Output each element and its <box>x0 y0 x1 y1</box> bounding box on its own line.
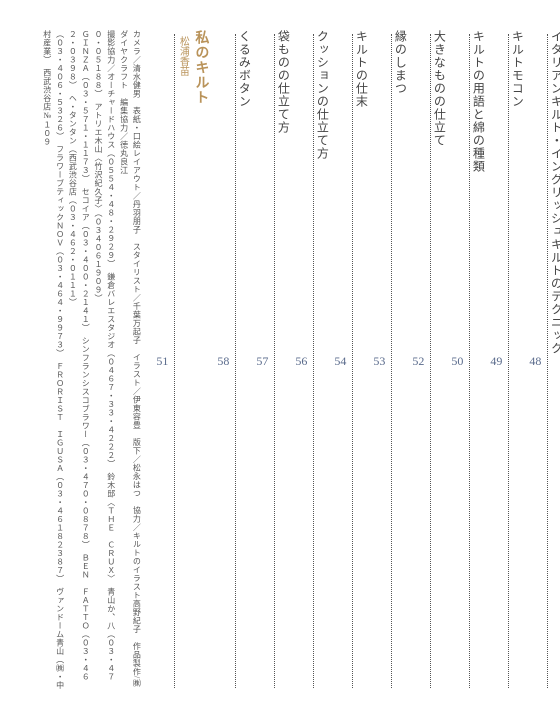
toc-entry: 袋ものの仕立て方 57 <box>256 30 292 692</box>
page-number: 58 <box>217 354 229 369</box>
page-number: 57 <box>256 354 268 369</box>
page-number: 52 <box>412 354 424 369</box>
credit-line: カメラ／清水健男 表紙・口絵レイアウト／丹羽朋子 スタイリスト／千葉万起子 イラ… <box>120 30 142 687</box>
toc-entry: 縁のしまつ 53 <box>373 30 409 692</box>
credit-line: 撮影協力／オーチャードハウス（０５５４・４８・２９２９） 鎌倉バレエスタジオ（０… <box>94 30 116 681</box>
credit-line: （０３・４０６・５３２６） フラワーブティックＮＯＶ（０３・４６４・９９７３） … <box>43 30 65 690</box>
toc-entry: 大きなものの仕立て 52 <box>412 30 448 692</box>
toc-entry: キルトモコン 49 <box>490 30 526 692</box>
entry-label: クッションの仕立て方 <box>314 30 331 692</box>
credit-line: ＧＩＮＺＡ（０３・５７１・１１７３） セコイア（０３・４００・２１４１） シンフ… <box>68 30 90 681</box>
entry-label: キルトの用語と綿の種類 <box>470 30 487 692</box>
toc-subsection: 私のキルト松浦香苗 51 <box>156 30 210 692</box>
entry-label: 大きなものの仕立て <box>431 30 448 692</box>
entry-label: くるみボタン <box>236 30 253 692</box>
table-of-contents: 目次メルヘンキルト3パッチワーク＆アップリケキルト14トラディショナルキルト34… <box>150 30 560 692</box>
subsection-label: 私のキルト <box>190 30 210 692</box>
page-number: 49 <box>490 354 502 369</box>
page-number: 51 <box>156 354 168 369</box>
entry-label: イタリアンキルト・イングリッシュキルトのテクニック <box>548 30 560 692</box>
toc-entry: キルトの用語と綿の種類 50 <box>451 30 487 692</box>
entry-label: キルトの仕末 <box>353 30 370 692</box>
page-number: 48 <box>529 354 541 369</box>
credits-block: カメラ／清水健男 表紙・口絵レイアウト／丹羽朋子 スタイリスト／千葉万起子 イラ… <box>40 30 142 692</box>
toc-entry: イタリアンキルト・イングリッシュキルトのテクニック 48 <box>529 30 560 692</box>
page-number: 50 <box>451 354 463 369</box>
subsection-author: 松浦香苗 <box>175 36 190 692</box>
entry-label: 縁のしまつ <box>392 30 409 692</box>
page-number: 56 <box>295 354 307 369</box>
page-number: 53 <box>373 354 385 369</box>
toc-entry: キルトの仕末 54 <box>334 30 370 692</box>
toc-entry: クッションの仕立て方 56 <box>295 30 331 692</box>
page-number: 54 <box>334 354 346 369</box>
entry-label: 袋ものの仕立て方 <box>275 30 292 692</box>
entry-label: キルトモコン <box>509 30 526 692</box>
toc-entry: くるみボタン 58 <box>217 30 253 692</box>
